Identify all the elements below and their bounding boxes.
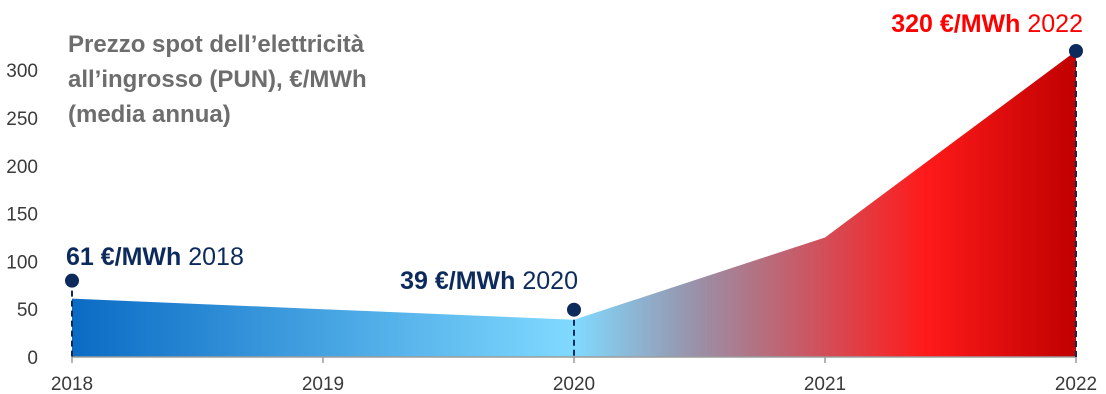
y-tick-label: 0 xyxy=(27,348,38,369)
data-point-marker xyxy=(65,273,79,288)
x-tick-label: 2022 xyxy=(1055,374,1097,394)
annotation-value: 39 €/MWh xyxy=(400,267,522,295)
y-tick-label: 250 xyxy=(6,109,38,130)
annotation-value: 61 €/MWh xyxy=(66,243,188,271)
chart-title-line-2: all’ingrosso (PUN), €/MWh xyxy=(68,66,367,93)
data-point-marker xyxy=(1069,44,1083,58)
y-tick-label: 150 xyxy=(6,205,38,226)
y-tick-label: 300 xyxy=(6,61,38,82)
x-tick-label: 2018 xyxy=(51,374,93,394)
annotation-label: 320 €/MWh 2022 xyxy=(891,10,1083,38)
y-tick-label: 50 xyxy=(17,300,38,321)
annotation-year: 2022 xyxy=(1027,10,1083,38)
chart-title-line-3: (media annua) xyxy=(68,101,231,128)
annotation-label: 61 €/MWh 2018 xyxy=(66,243,244,271)
area-layer xyxy=(72,51,1076,357)
x-tick-label: 2019 xyxy=(302,374,344,394)
annotations: 61 €/MWh 2018 39 €/MWh 2020 320 €/MWh 2022 xyxy=(65,10,1083,357)
chart-title: Prezzo spot dell’elettricità all’ingross… xyxy=(68,31,367,128)
annotation-label: 39 €/MWh 2020 xyxy=(400,267,578,295)
area-series xyxy=(72,51,1076,357)
y-axis: 0 50 100 150 200 250 300 xyxy=(6,61,38,369)
x-axis: 2018 2019 2020 2021 2022 xyxy=(51,356,1097,394)
annotation-year: 2018 xyxy=(188,243,244,271)
annotation-year: 2020 xyxy=(522,267,578,295)
chart-title-line-1: Prezzo spot dell’elettricità xyxy=(68,31,365,58)
annotation-value: 320 €/MWh xyxy=(891,10,1027,38)
x-tick-label: 2021 xyxy=(804,374,846,394)
data-point-marker xyxy=(567,302,581,317)
x-tick-label: 2020 xyxy=(553,374,595,394)
y-tick-label: 100 xyxy=(6,252,38,273)
y-tick-label: 200 xyxy=(6,157,38,178)
